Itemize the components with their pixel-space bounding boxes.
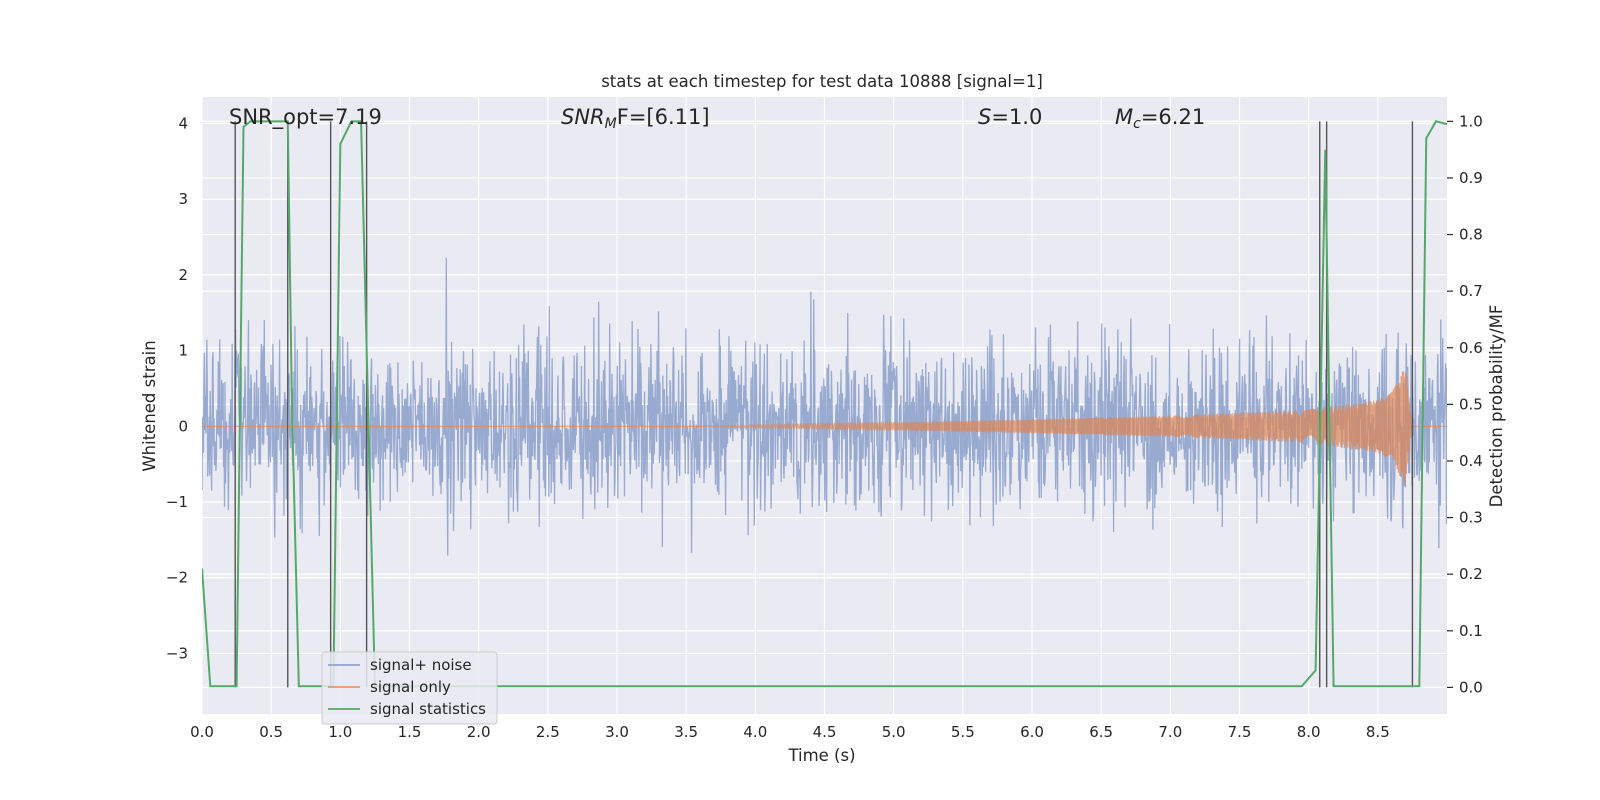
x-tick-label: 4.0 xyxy=(743,723,767,741)
y-right-tick-label: 0.6 xyxy=(1459,339,1483,357)
y-right-tick-label: 0.1 xyxy=(1459,622,1483,640)
y-left-tick-label: −3 xyxy=(166,644,188,662)
x-tick-label: 5.5 xyxy=(951,723,975,741)
annotation-snr-mf: SNRMF=[6.11] xyxy=(561,105,710,132)
legend-label-noise: signal+ noise xyxy=(370,656,472,674)
y-right-tick-label: 1.0 xyxy=(1459,112,1483,130)
x-tick-label: 7.0 xyxy=(1158,723,1182,741)
y-axis-label-right: Detection probability/MF xyxy=(1487,305,1506,508)
ticks-layer: 0.0 0.5 1.0 1.5 2.0 2.5 3.0 3.5 4.0 4.5 5.0 5.5 6.0 6… xyxy=(166,112,1483,741)
x-tick-label: 2.0 xyxy=(467,723,491,741)
y-right-tick-label: 0.2 xyxy=(1459,565,1483,583)
x-tick-label: 6.0 xyxy=(1020,723,1044,741)
legend-box xyxy=(321,651,498,725)
annotation-mc-name: M xyxy=(1115,105,1133,129)
chart-title: stats at each timestep for test data 108… xyxy=(601,72,1043,91)
y-left-tick-label: −2 xyxy=(166,569,188,587)
x-tick-label: 3.0 xyxy=(605,723,629,741)
series-signal-statistics xyxy=(202,120,1447,688)
y-right-tick-label: 0.7 xyxy=(1459,282,1483,300)
x-tick-label: 0.5 xyxy=(259,723,283,741)
y-right-tick-label: 0.9 xyxy=(1459,169,1483,187)
x-axis-label: Time (s) xyxy=(787,746,855,765)
x-tick-label: 2.5 xyxy=(536,723,560,741)
annotation-mc-sub: c xyxy=(1133,116,1141,132)
legend-label-signal: signal only xyxy=(370,678,451,696)
x-tick-label: 7.5 xyxy=(1228,723,1252,741)
annotation-snr-opt: SNR_opt=7.19 xyxy=(229,105,382,130)
y-right-tick-label: 0.4 xyxy=(1459,452,1483,470)
y-left-tick-label: 3 xyxy=(178,190,188,208)
x-tick-label: 3.5 xyxy=(674,723,698,741)
annotation-snr-mf-rest: F=[6.11] xyxy=(617,105,710,129)
annotation-mc-rest: =6.21 xyxy=(1141,105,1205,129)
y-left-tick-label: 2 xyxy=(178,266,188,284)
y-right-tick-label: 0.5 xyxy=(1459,395,1483,413)
series-signal-only xyxy=(202,371,1447,487)
annotation-mc: Mc=6.21 xyxy=(1115,105,1205,132)
x-tick-label: 5.0 xyxy=(882,723,906,741)
y-right-tick-label: 0.3 xyxy=(1459,509,1483,527)
series-layer xyxy=(202,120,1447,688)
x-tick-label: 1.5 xyxy=(398,723,422,741)
legend: signal+ noise signal only signal statist… xyxy=(321,651,498,725)
annotation-snr-mf-sub: M xyxy=(605,116,617,132)
series-signal-noise xyxy=(202,257,1447,556)
y-axis-label-left: Whitened strain xyxy=(140,340,159,471)
annotation-s: S=1.0 xyxy=(978,105,1042,129)
y-left-tick-label: 0 xyxy=(178,417,188,435)
x-tick-label: 1.0 xyxy=(328,723,352,741)
x-tick-label: 4.5 xyxy=(813,723,837,741)
y-left-tick-label: −1 xyxy=(166,493,188,511)
annotation-snr-mf-name: SNR xyxy=(561,105,605,129)
legend-label-statistics: signal statistics xyxy=(370,700,486,718)
x-tick-label: 8.5 xyxy=(1366,723,1390,741)
y-right-tick-label: 0.0 xyxy=(1459,678,1483,696)
x-tick-label: 6.5 xyxy=(1089,723,1113,741)
x-tick-label: 0.0 xyxy=(190,723,214,741)
y-right-tick-label: 0.8 xyxy=(1459,226,1483,244)
y-left-tick-label: 4 xyxy=(178,114,188,132)
annotation-s-rest: =1.0 xyxy=(991,105,1042,129)
annotation-s-name: S xyxy=(978,105,991,129)
x-tick-label: 8.0 xyxy=(1297,723,1321,741)
y-left-tick-label: 1 xyxy=(178,342,188,360)
